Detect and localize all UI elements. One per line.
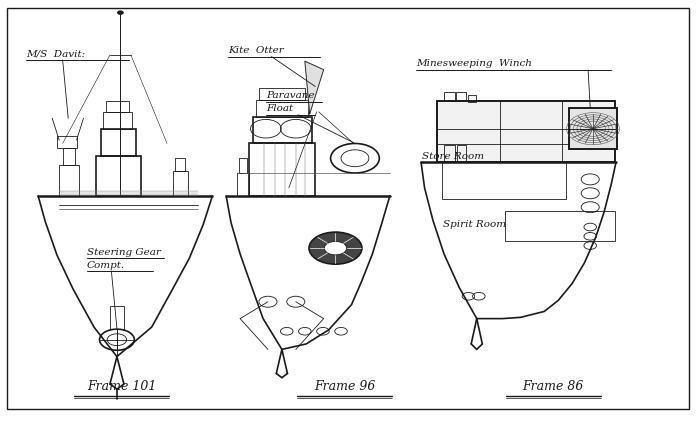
Text: Compt.: Compt. [87, 261, 125, 270]
Text: Kite  Otter: Kite Otter [228, 46, 284, 55]
Bar [110, 306, 124, 329]
Bar [106, 101, 129, 112]
Circle shape [118, 11, 123, 14]
Bar [456, 92, 466, 100]
Bar [253, 117, 312, 143]
Text: Minesweeping  Winch: Minesweeping Winch [416, 60, 532, 68]
Bar [442, 162, 566, 199]
Text: M/S  Davit:: M/S Davit: [26, 49, 86, 58]
Bar [239, 158, 247, 173]
Bar [437, 101, 615, 162]
Bar [103, 112, 132, 129]
Bar [569, 108, 617, 149]
Text: Steering Gear: Steering Gear [87, 249, 161, 257]
Bar [175, 158, 185, 171]
Bar [505, 211, 615, 241]
Bar [444, 145, 455, 162]
Bar [173, 171, 188, 196]
Circle shape [309, 232, 362, 264]
Bar [59, 165, 79, 196]
Bar [57, 136, 77, 148]
Bar [444, 92, 455, 101]
Text: Frame 86: Frame 86 [523, 380, 584, 393]
Bar [101, 129, 136, 156]
Polygon shape [305, 61, 324, 114]
Text: Paravane: Paravane [266, 92, 315, 100]
Text: Spirit Room: Spirit Room [443, 220, 506, 229]
Text: Frame 101: Frame 101 [87, 380, 157, 393]
Bar [256, 100, 308, 117]
Bar [468, 95, 476, 102]
Bar [237, 173, 249, 196]
Text: Float: Float [266, 104, 293, 113]
Bar [63, 148, 75, 165]
Bar [457, 145, 466, 161]
Circle shape [324, 241, 347, 255]
Text: Frame 96: Frame 96 [314, 380, 375, 393]
Bar [249, 143, 315, 196]
Bar [96, 156, 141, 196]
Text: Store Room: Store Room [422, 152, 484, 161]
Bar [569, 108, 617, 149]
Bar [259, 88, 305, 100]
Bar [437, 101, 615, 162]
